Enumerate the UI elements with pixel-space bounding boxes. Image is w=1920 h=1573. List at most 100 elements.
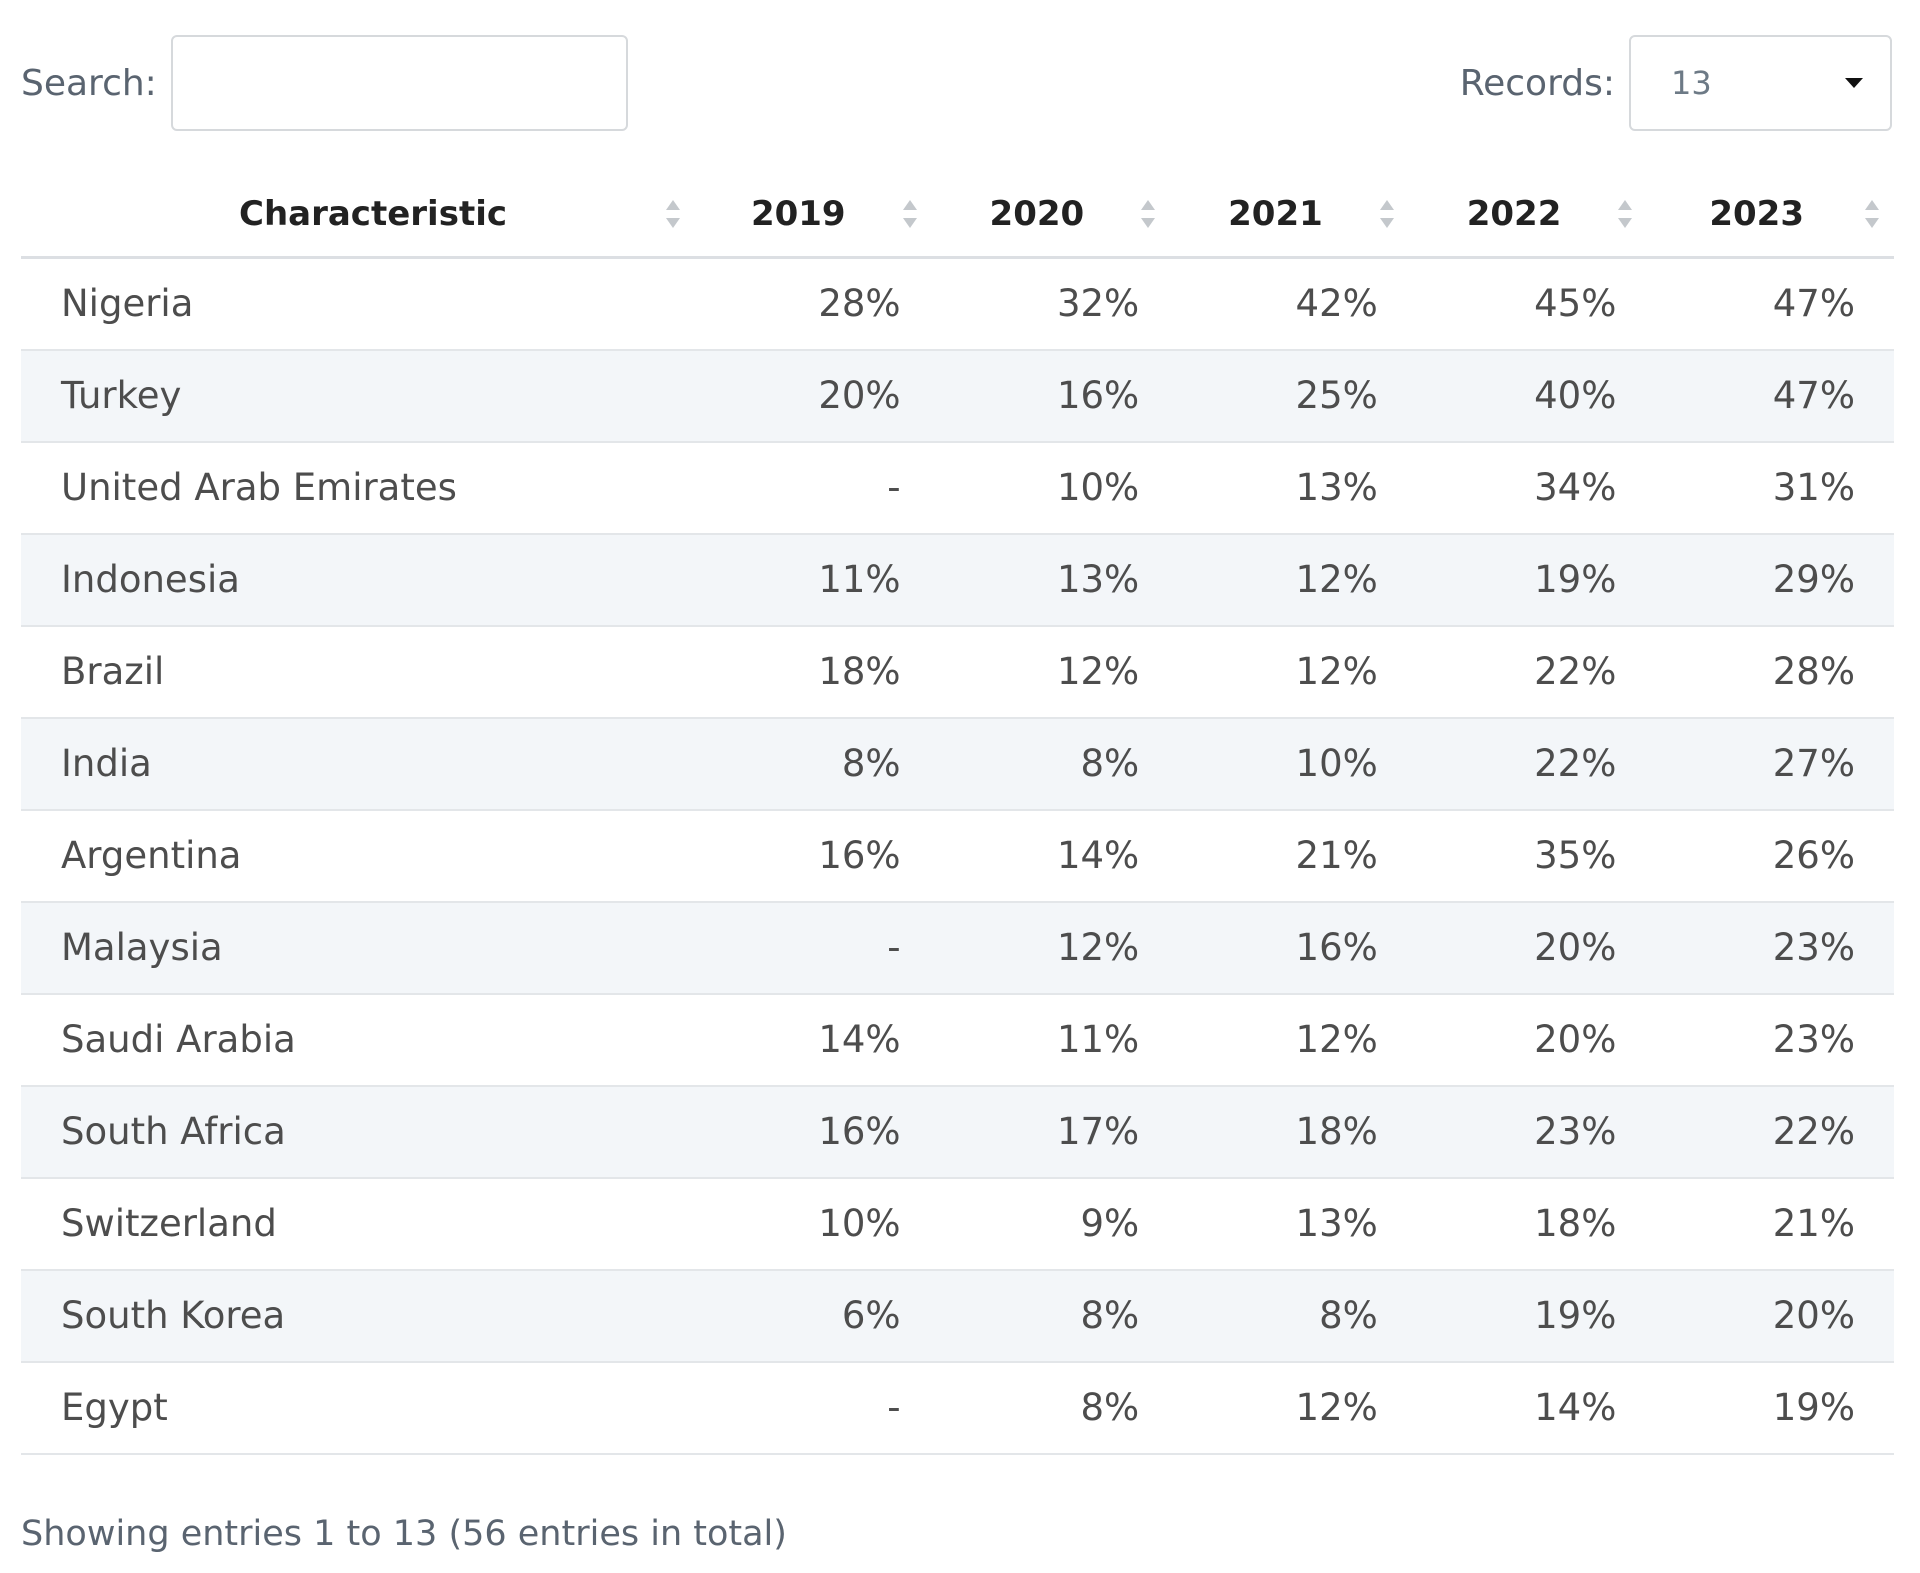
- sort-icon[interactable]: [900, 197, 920, 231]
- cell-value-2020: 9%: [939, 1177, 1179, 1271]
- cell-value-2022: 35%: [1416, 809, 1656, 903]
- sort-icon[interactable]: [663, 197, 683, 231]
- cell-value-2021: 10%: [1178, 717, 1417, 811]
- cell-value-2019: -: [701, 1361, 940, 1455]
- cell-value-2019: 16%: [701, 809, 940, 903]
- table-header: Characteristic 2019 2020 2021 2022 2023: [21, 172, 1894, 259]
- search-label: Search:: [21, 62, 157, 104]
- table-row: Nigeria 28% 32% 42% 45% 47%: [21, 257, 1894, 351]
- records-select[interactable]: 13: [1629, 35, 1892, 131]
- cell-value-2022: 14%: [1416, 1361, 1656, 1455]
- cell-value-2021: 12%: [1178, 625, 1417, 719]
- table-row: Switzerland 10% 9% 13% 18% 21%: [21, 1177, 1894, 1271]
- cell-characteristic: Malaysia: [21, 901, 701, 995]
- data-table: Characteristic 2019 2020 2021 2022 2023 Niger…: [21, 172, 1894, 1455]
- cell-value-2019: 14%: [701, 993, 940, 1087]
- table-row: South Korea 6% 8% 8% 19% 20%: [21, 1269, 1894, 1363]
- table-row: Argentina 16% 14% 21% 35% 26%: [21, 809, 1894, 903]
- table-row: United Arab Emirates -10% 13% 34% 31%: [21, 441, 1894, 535]
- cell-value-2021: 12%: [1178, 993, 1417, 1087]
- cell-value-2020: 10%: [939, 441, 1179, 535]
- cell-value-2021: 25%: [1178, 349, 1417, 443]
- cell-value-2023: 19%: [1655, 1361, 1894, 1455]
- cell-value-2023: 28%: [1655, 625, 1894, 719]
- search-control: Search:: [21, 35, 628, 131]
- cell-value-2020: 12%: [939, 625, 1179, 719]
- cell-value-2019: 8%: [701, 717, 940, 811]
- cell-value-2022: 23%: [1416, 1085, 1656, 1179]
- cell-characteristic: India: [21, 717, 701, 811]
- cell-value-2022: 20%: [1416, 901, 1656, 995]
- cell-value-2022: 19%: [1416, 1269, 1656, 1363]
- table-body: Nigeria 28% 32% 42% 45% 47% Turkey 20% 16% 25% 40%…: [21, 257, 1894, 1455]
- records-label: Records:: [1459, 62, 1615, 104]
- cell-value-2023: 31%: [1655, 441, 1894, 535]
- cell-value-2021: 12%: [1178, 1361, 1417, 1455]
- cell-value-2020: 11%: [939, 993, 1179, 1087]
- table-row: India 8% 8% 10% 22% 27%: [21, 717, 1894, 811]
- cell-value-2020: 17%: [939, 1085, 1179, 1179]
- cell-value-2019: 20%: [701, 349, 940, 443]
- cell-value-2022: 18%: [1416, 1177, 1656, 1271]
- column-header-2020[interactable]: 2020: [939, 172, 1179, 259]
- sort-icon[interactable]: [1138, 197, 1158, 231]
- sort-icon[interactable]: [1615, 197, 1635, 231]
- column-header-2023[interactable]: 2023: [1655, 172, 1894, 259]
- cell-value-2022: 45%: [1416, 257, 1656, 351]
- cell-characteristic: South Korea: [21, 1269, 701, 1363]
- column-header-inner: 2020: [940, 172, 1179, 256]
- cell-characteristic: Indonesia: [21, 533, 701, 627]
- cell-value-2021: 13%: [1178, 1177, 1417, 1271]
- column-header-label: 2023: [1709, 194, 1804, 234]
- sort-icon[interactable]: [1377, 197, 1397, 231]
- cell-characteristic: Egypt: [21, 1361, 701, 1455]
- cell-value-2020: 8%: [939, 1269, 1179, 1363]
- cell-value-2020: 8%: [939, 1361, 1179, 1455]
- column-header-label: 2022: [1466, 194, 1562, 234]
- search-input[interactable]: [170, 35, 628, 131]
- table-row: Saudi Arabia 14% 11% 12% 20% 23%: [21, 993, 1894, 1087]
- cell-value-2023: 23%: [1655, 901, 1894, 995]
- cell-value-2021: 13%: [1178, 441, 1417, 535]
- column-header-inner: Characteristic: [21, 172, 701, 256]
- cell-value-2023: 47%: [1655, 349, 1894, 443]
- cell-value-2022: 19%: [1416, 533, 1656, 627]
- table-row: South Africa 16% 17% 18% 23% 22%: [21, 1085, 1894, 1179]
- table-row: Malaysia -12% 16% 20% 23%: [21, 901, 1894, 995]
- records-value: 13: [1671, 64, 1712, 102]
- cell-characteristic: Switzerland: [21, 1177, 701, 1271]
- column-header-label: 2021: [1228, 194, 1323, 234]
- column-header-2021[interactable]: 2021: [1178, 172, 1417, 259]
- cell-value-2023: 47%: [1655, 257, 1894, 351]
- column-header-label: Characteristic: [239, 194, 507, 234]
- cell-value-2023: 29%: [1655, 533, 1894, 627]
- cell-value-2022: 22%: [1416, 625, 1656, 719]
- cell-characteristic: Nigeria: [21, 257, 701, 351]
- column-header-label: 2019: [750, 194, 846, 234]
- cell-characteristic: United Arab Emirates: [21, 441, 701, 535]
- cell-value-2019: 28%: [701, 257, 940, 351]
- cell-value-2019: 18%: [701, 625, 940, 719]
- cell-value-2023: 20%: [1655, 1269, 1894, 1363]
- cell-value-2023: 26%: [1655, 809, 1894, 903]
- cell-value-2019: 6%: [701, 1269, 940, 1363]
- cell-value-2021: 12%: [1178, 533, 1417, 627]
- column-header-2022[interactable]: 2022: [1416, 172, 1656, 259]
- cell-value-2021: 16%: [1178, 901, 1417, 995]
- cell-value-2020: 32%: [939, 257, 1179, 351]
- sort-icon[interactable]: [1862, 197, 1882, 231]
- table-row: Indonesia 11% 13% 12% 19% 29%: [21, 533, 1894, 627]
- table-row: Turkey 20% 16% 25% 40% 47%: [21, 349, 1894, 443]
- cell-value-2023: 27%: [1655, 717, 1894, 811]
- cell-value-2019: -: [701, 901, 940, 995]
- cell-value-2021: 21%: [1178, 809, 1417, 903]
- column-header-2019[interactable]: 2019: [701, 172, 940, 259]
- cell-value-2019: -: [701, 441, 940, 535]
- cell-characteristic: Brazil: [21, 625, 701, 719]
- column-header-characteristic[interactable]: Characteristic: [21, 172, 701, 259]
- entries-info: Showing entries 1 to 13 (56 entries in t…: [21, 1514, 787, 1554]
- cell-value-2020: 14%: [939, 809, 1179, 903]
- cell-value-2021: 42%: [1178, 257, 1417, 351]
- column-header-inner: 2023: [1655, 172, 1894, 256]
